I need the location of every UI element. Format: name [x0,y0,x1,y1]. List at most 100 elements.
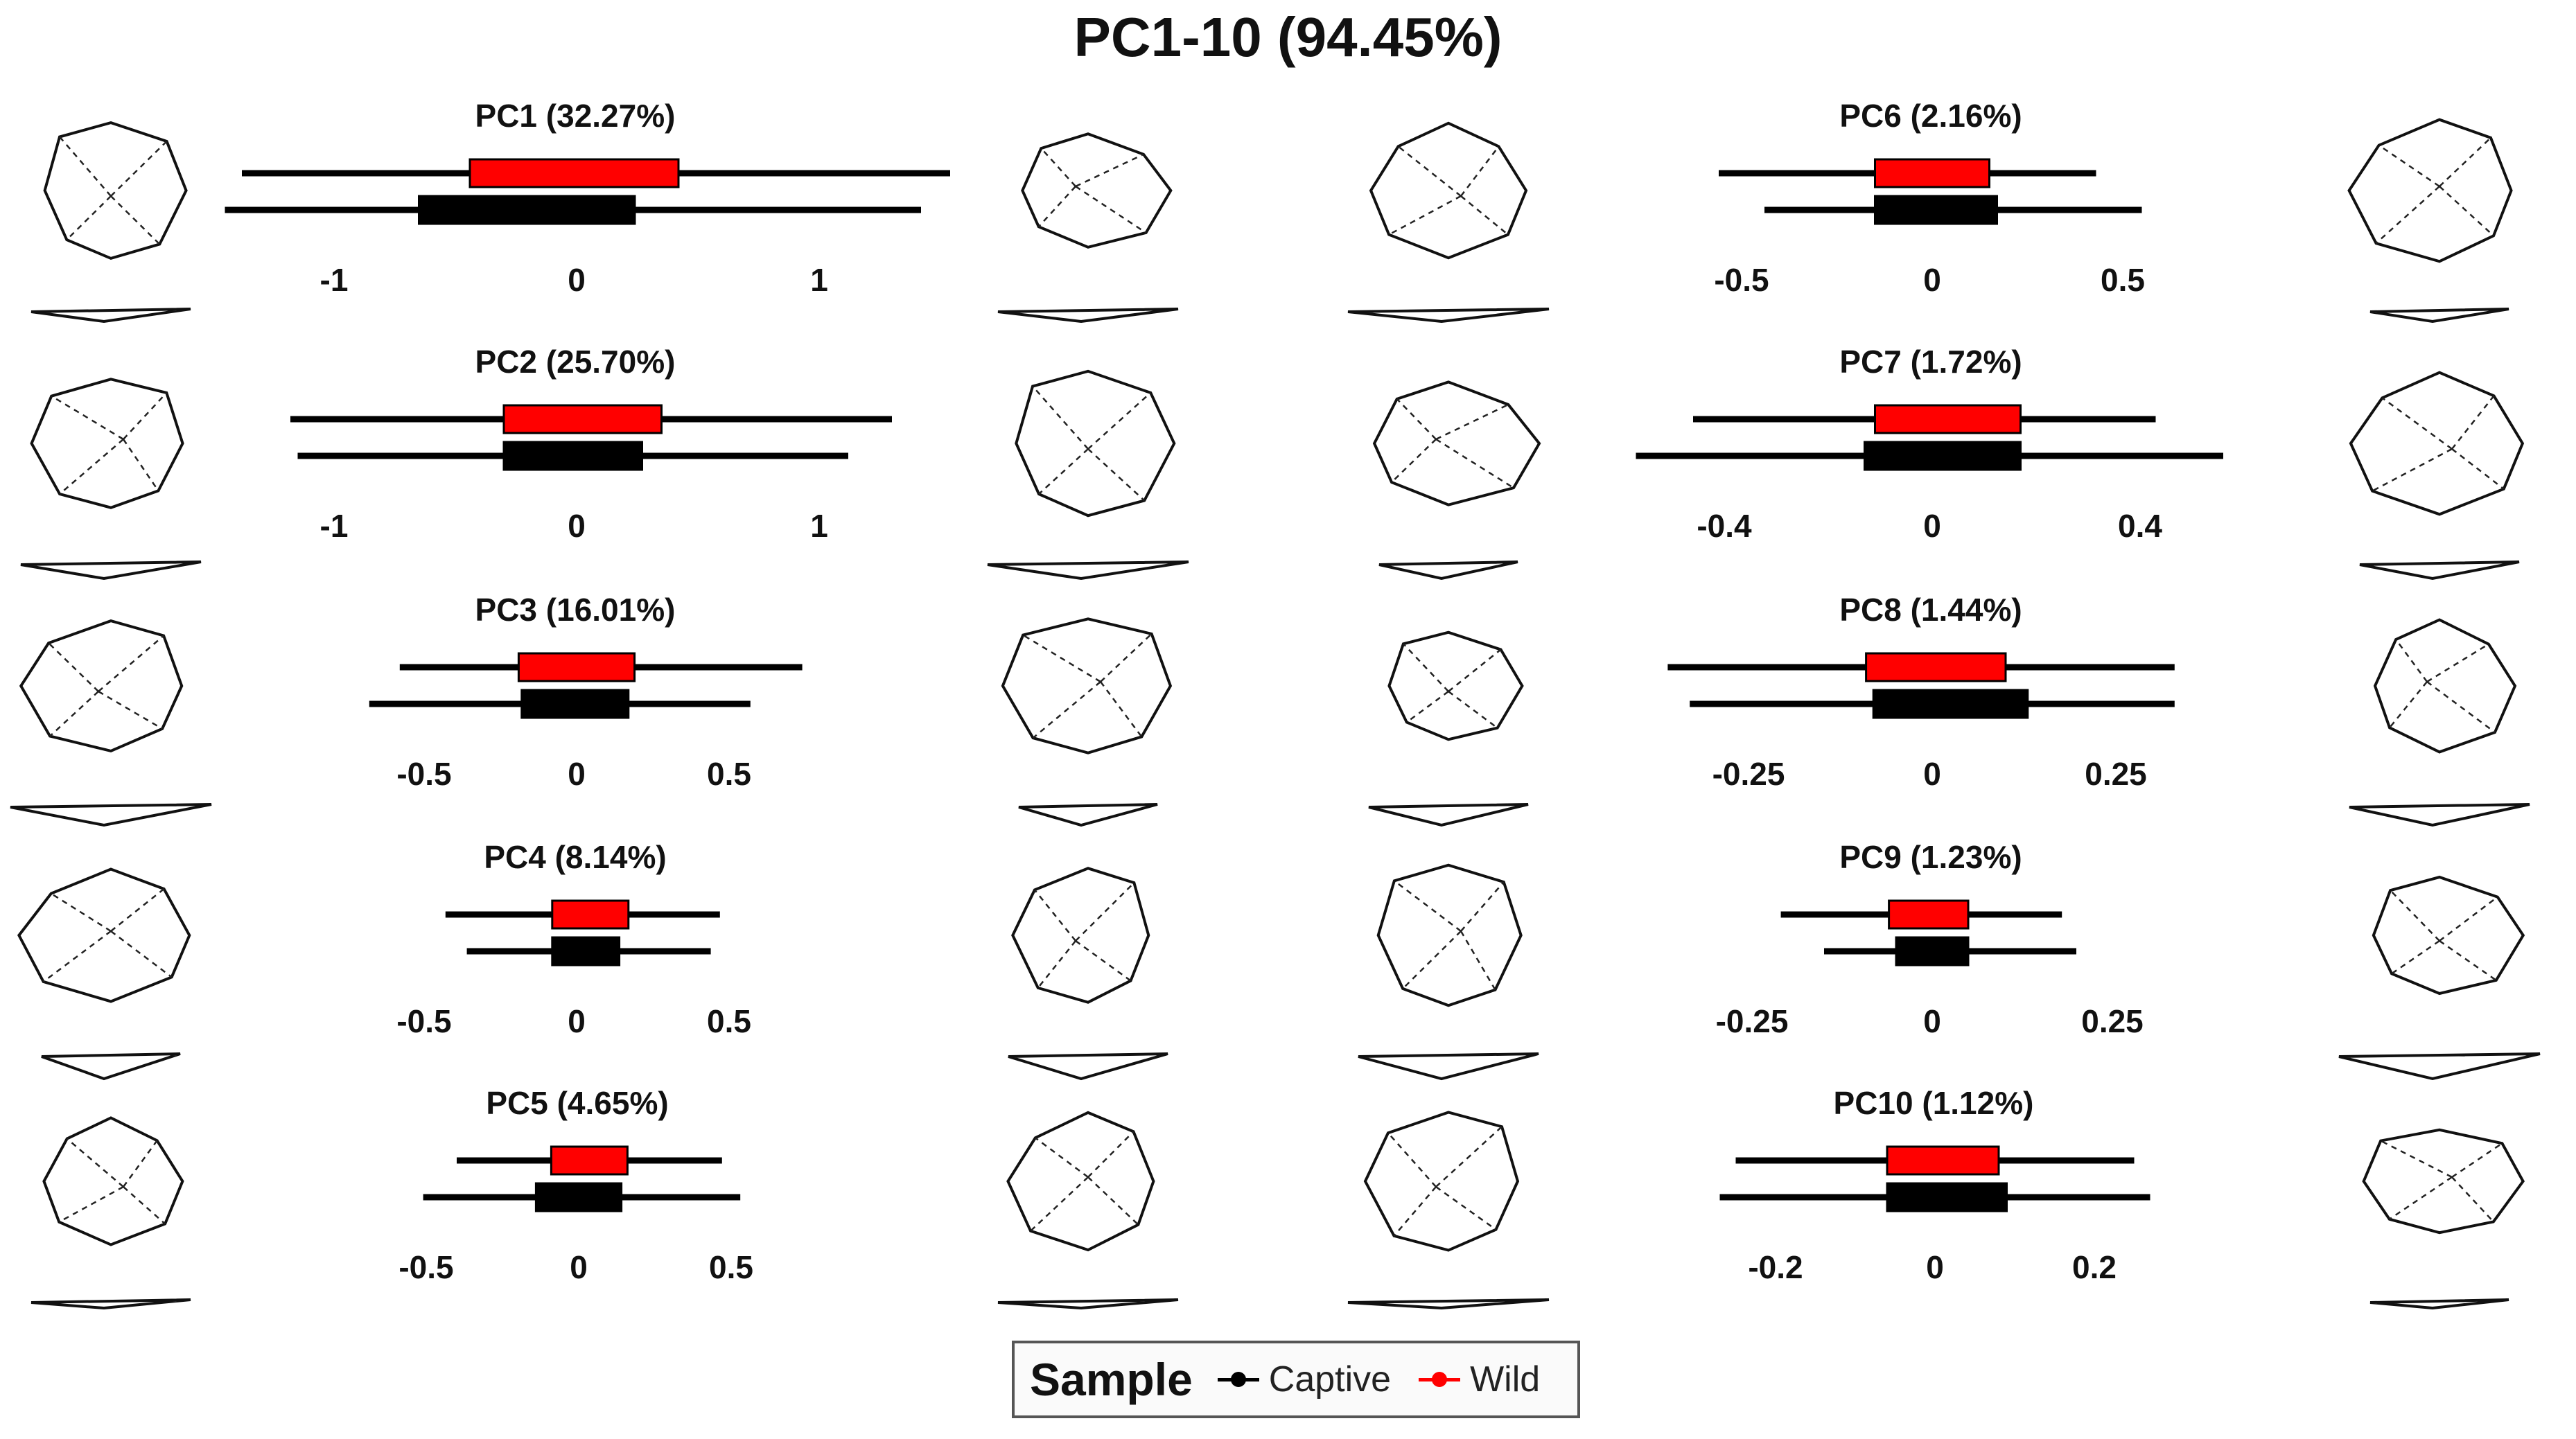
shape-spoke [42,930,112,982]
pc1-title: PC1 (32.27%) [475,98,676,134]
shape-spoke [110,195,161,245]
shape-outline [2362,1128,2525,1235]
shape-spoke [1406,690,1449,723]
shape-spoke [1435,403,1509,441]
pc8-tick-label: 0.25 [2085,756,2147,792]
shape-spoke [2389,1176,2453,1220]
shape-spoke [2381,397,2453,450]
shape-spoke [1396,398,1437,440]
legend-key-wild [1419,1372,1461,1387]
shape-spoke [59,136,112,197]
pc9-captive-box [1895,936,1970,966]
pc3-title: PC3 (16.01%) [475,592,676,628]
shape-spoke [1388,195,1462,236]
shape-spoke [1087,391,1152,450]
pc10-captive-box [1886,1182,2008,1212]
shape-spoke [1087,448,1146,502]
pc9-tick-label: 0.25 [2081,1003,2144,1039]
pc10-title: PC10 (1.12%) [1834,1085,2034,1121]
shape-outline [2349,371,2525,516]
shape-profile [1347,1298,1550,1310]
shape-spoke [110,930,173,978]
pc4-captive-box [551,936,621,966]
pc2-tick-label: 0 [568,508,586,544]
shape-profile [1008,1052,1168,1081]
shape-spoke [1075,882,1135,942]
pc10-wild-box [1886,1145,2000,1176]
chart-title: PC1-10 (94.45%) [1074,6,1502,68]
pc1-tick-label: -1 [320,262,349,298]
shape-profile [2369,308,2509,324]
pc7-tick-label: 0 [1923,508,1941,544]
shape-spoke [2451,448,2505,490]
shape-spoke [1435,438,1514,489]
pc4-tick-label: -0.5 [396,1003,451,1039]
shape-spoke [51,395,124,441]
pc3-tick-label: 0 [568,756,586,792]
shape-outline [1369,121,1528,260]
shape-spoke [2426,643,2489,683]
shape-spoke [98,635,164,692]
pc2-wild-box [502,404,663,434]
pc5-tick-label: 0.5 [709,1249,753,1285]
shape-spoke [58,1185,124,1223]
pc9-tick-label: -0.25 [1716,1003,1789,1039]
shape-spoke [1100,633,1153,682]
legend-item-wild: Wild [1419,1359,1540,1400]
pc7-wild-box [1874,404,2022,434]
shape-spoke [1387,1132,1437,1188]
shape-spoke [1397,145,1462,197]
shape-spoke [1393,1186,1437,1237]
shape-spoke [2380,1140,2453,1178]
shape-spoke [2439,136,2491,187]
shape-profile [20,560,202,581]
shape-profile [30,308,191,324]
shape-profile [1368,803,1529,827]
shape-spoke [1402,930,1462,989]
shape-spoke [1030,1176,1089,1232]
shape-spoke [1075,185,1147,233]
pc7-captive-box [1864,441,2022,471]
shape-spoke [2395,639,2428,682]
pc6-tick-label: -0.5 [1714,262,1769,298]
shape-spoke [1460,881,1505,932]
shape-spoke [110,888,165,932]
pc9-wild-box [1888,899,1970,930]
pc6-title: PC6 (2.16%) [1839,98,2022,134]
shape-spoke [123,392,168,440]
legend-key-captive [1217,1372,1259,1387]
shape-profile [2338,1052,2541,1081]
shape-outline [1363,1111,1520,1252]
pc10-tick-label: 0.2 [2072,1249,2117,1285]
pc8-captive-box [1872,689,2029,719]
pc1-tick-label: 0 [568,262,586,298]
shape-spoke [1075,153,1144,188]
shape-spoke [1032,385,1089,450]
shape-spoke [1035,1137,1089,1178]
shape-profile [2369,1298,2509,1310]
shape-spoke [1435,1126,1502,1188]
legend-item-captive: Captive [1217,1359,1391,1400]
pc4-wild-box [551,899,630,930]
shape-profile [1018,803,1158,827]
shape-outline [1387,630,1524,741]
shape-spoke [2439,896,2498,942]
pc3-captive-box [520,689,630,719]
shape-outline [30,378,184,509]
pc4-tick-label: 0.5 [707,1003,751,1039]
pc4-title: PC4 (8.14%) [484,839,666,875]
shape-profile [10,803,212,827]
pc5-wild-box [550,1145,629,1176]
shape-outline [1372,380,1541,506]
shape-spoke [66,1138,124,1188]
pc6-captive-box [1874,195,1998,225]
shape-outline [1006,1111,1155,1252]
pc6-wild-box [1874,158,1990,188]
shape-spoke [98,690,163,730]
shape-profile [997,1298,1179,1310]
shape-spoke [1099,681,1143,738]
pc2-tick-label: -1 [320,508,349,544]
shape-spoke [1040,148,1076,187]
shape-outline [1376,863,1523,1007]
